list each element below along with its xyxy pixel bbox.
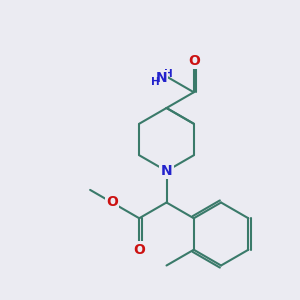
Text: H: H [164, 69, 172, 79]
Text: H: H [151, 77, 160, 87]
Text: O: O [188, 54, 200, 68]
Text: O: O [106, 196, 118, 209]
Text: O: O [133, 243, 145, 257]
Text: N: N [161, 164, 172, 178]
Text: N: N [155, 71, 167, 85]
